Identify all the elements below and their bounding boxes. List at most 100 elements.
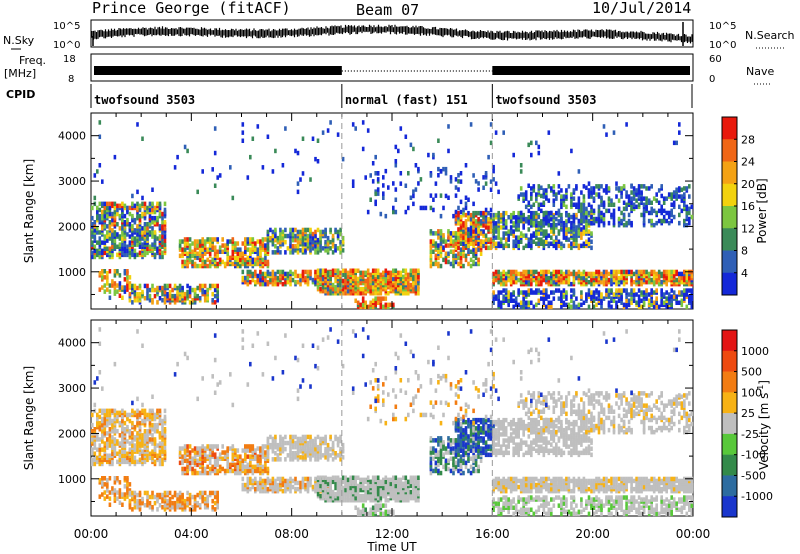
power-cell — [284, 271, 287, 277]
velocity-cell — [123, 476, 127, 481]
power-cell — [161, 291, 164, 297]
power-cell — [289, 275, 292, 281]
power-cell — [457, 255, 460, 261]
power-cell — [319, 268, 322, 273]
power-cell — [163, 283, 167, 289]
power-cell — [652, 222, 656, 228]
power-cell — [249, 269, 252, 275]
power-cell — [489, 179, 493, 184]
power-cell — [557, 171, 561, 176]
velocity-cell — [111, 424, 114, 430]
power-cell — [499, 300, 503, 305]
power-cell — [519, 290, 523, 295]
power-cell — [231, 195, 235, 201]
power-cell — [542, 269, 546, 275]
power-cell — [203, 259, 207, 265]
power-cell — [459, 255, 463, 261]
velocity-cell — [284, 434, 287, 440]
power-cell — [412, 288, 415, 294]
power-cell — [344, 274, 347, 280]
velocity-cell — [183, 466, 187, 472]
velocity-cell — [123, 449, 127, 454]
power-cell — [642, 277, 646, 283]
power-cell — [562, 225, 566, 230]
power-cell — [316, 284, 320, 290]
power-cell — [642, 196, 646, 201]
power-cell — [587, 210, 591, 216]
velocity-cell — [163, 449, 167, 454]
velocity-cell — [291, 484, 295, 490]
power-cell — [432, 197, 435, 202]
power-cell — [281, 269, 285, 275]
freq-trace — [94, 66, 690, 75]
power-cell — [158, 254, 162, 260]
power-cell — [595, 216, 598, 222]
velocity-cell — [223, 454, 227, 459]
power-cell — [259, 277, 262, 283]
power-cell — [251, 237, 255, 242]
power-cell — [547, 304, 551, 310]
power-cell — [494, 241, 498, 246]
power-cell — [600, 210, 603, 216]
power-cell — [402, 291, 405, 296]
power-cell — [216, 253, 219, 259]
power-cell — [537, 225, 541, 230]
velocity-cell — [274, 457, 277, 462]
power-cell — [507, 237, 510, 242]
velocity-cell — [271, 440, 275, 446]
power-cell — [545, 288, 548, 293]
power-cell — [650, 210, 653, 216]
power-cell — [524, 196, 528, 201]
power-cell — [592, 271, 596, 277]
power-cell — [96, 169, 99, 174]
power-cell — [449, 231, 453, 236]
power-cell — [361, 302, 365, 308]
velocity-cell — [193, 494, 197, 500]
power-cell — [301, 231, 305, 237]
power-cell — [540, 279, 543, 285]
velocity-cell — [106, 478, 109, 483]
power-cell — [417, 268, 420, 273]
power-cell — [434, 253, 438, 259]
power-cell — [499, 271, 503, 277]
power-cell — [341, 272, 345, 278]
power-cell — [575, 229, 578, 234]
power-cell — [459, 209, 463, 215]
velocity-cell — [133, 455, 137, 461]
velocity-cell — [113, 449, 117, 454]
velocity-cell — [296, 486, 300, 492]
power-cell — [341, 278, 345, 284]
velocity-cell — [208, 490, 212, 496]
power-cell — [414, 274, 418, 280]
power-cell — [600, 279, 603, 285]
power-cell — [133, 298, 137, 303]
power-cell — [685, 222, 689, 228]
velocity-cell — [128, 441, 132, 446]
power-cell — [542, 216, 546, 222]
power-cell — [517, 222, 520, 228]
power-cell — [560, 304, 563, 310]
velocity-cell — [173, 500, 177, 506]
power-cell — [665, 296, 668, 301]
velocity-cell — [131, 457, 134, 463]
power-cell — [276, 269, 280, 275]
power-cell — [678, 220, 681, 226]
power-cell — [146, 283, 149, 289]
power-cell — [161, 230, 164, 235]
power-cell — [617, 198, 621, 203]
power-cell — [565, 269, 568, 275]
power-cell — [655, 279, 658, 285]
power-cell — [419, 177, 423, 182]
power-cell — [143, 201, 147, 207]
power-cell — [449, 235, 453, 240]
power-cell — [261, 275, 265, 281]
power-cell — [128, 298, 132, 303]
power-cell — [113, 281, 117, 286]
power-cell — [113, 285, 117, 290]
velocity-cell — [158, 418, 162, 424]
power-cell — [650, 288, 653, 293]
power-cell — [492, 300, 495, 305]
power-cell — [562, 279, 566, 285]
velocity-cell — [136, 408, 139, 414]
colorbar-swatch — [722, 183, 737, 207]
